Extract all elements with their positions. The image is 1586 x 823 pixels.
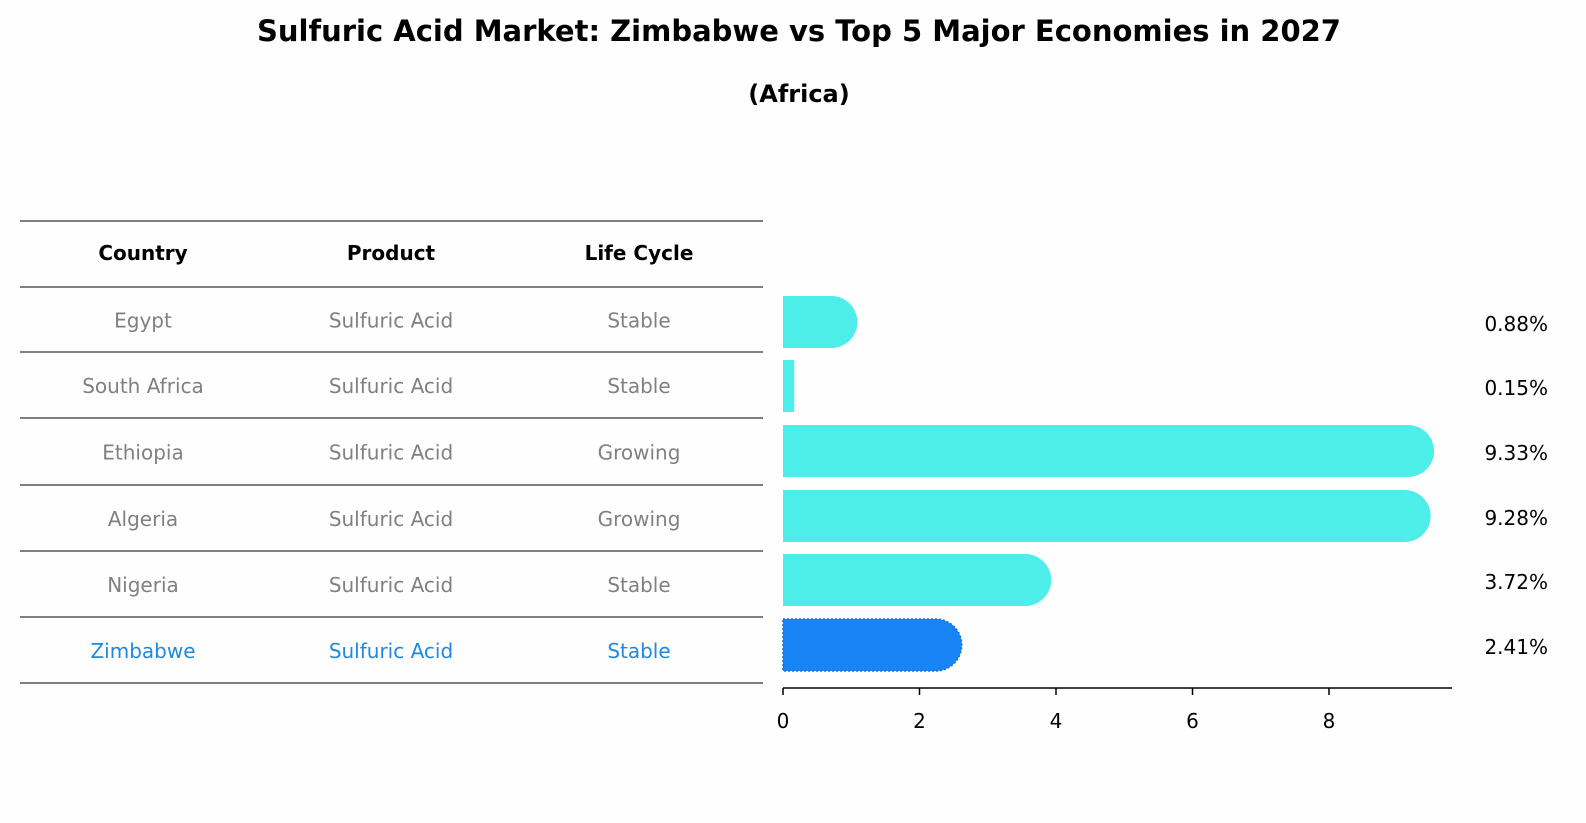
table-cell: Sulfuric Acid xyxy=(329,573,453,597)
bar-value-label: 9.33% xyxy=(1484,441,1548,465)
table-header: Product xyxy=(347,241,436,265)
table-cell: Sulfuric Acid xyxy=(329,374,453,398)
x-tick-label: 0 xyxy=(777,709,790,733)
bar xyxy=(782,618,963,672)
x-tick-label: 8 xyxy=(1323,709,1336,733)
table-cell: Stable xyxy=(607,309,670,333)
bar-value-label: 0.88% xyxy=(1484,312,1548,336)
bar xyxy=(783,360,795,412)
table-cell: Zimbabwe xyxy=(90,639,195,663)
table-cell: South Africa xyxy=(82,374,204,398)
table-cell: Nigeria xyxy=(107,573,179,597)
table-cell: Growing xyxy=(598,507,681,531)
chart-title: Sulfuric Acid Market: Zimbabwe vs Top 5 … xyxy=(257,14,1341,48)
bar-value-label: 3.72% xyxy=(1484,570,1548,594)
x-tick-label: 4 xyxy=(1050,709,1063,733)
table-cell: Stable xyxy=(607,639,670,663)
bar xyxy=(783,490,1431,542)
table-cell: Stable xyxy=(607,374,670,398)
table-cell: Sulfuric Acid xyxy=(329,507,453,531)
bar-value-label: 2.41% xyxy=(1484,635,1548,659)
table-cell: Sulfuric Acid xyxy=(329,309,453,333)
chart-subtitle: (Africa) xyxy=(748,80,850,108)
table-cell: Ethiopia xyxy=(102,441,183,465)
bar-value-label: 0.15% xyxy=(1484,376,1548,400)
x-tick-label: 6 xyxy=(1186,709,1199,733)
x-tick-label: 2 xyxy=(913,709,926,733)
table-cell: Sulfuric Acid xyxy=(329,639,453,663)
bar xyxy=(783,425,1435,477)
table-header: Life Cycle xyxy=(585,241,694,265)
bar xyxy=(783,554,1052,606)
table-cell: Algeria xyxy=(108,507,178,531)
bar xyxy=(783,296,858,348)
table-cell: Sulfuric Acid xyxy=(329,441,453,465)
table-header: Country xyxy=(98,241,187,265)
table-cell: Growing xyxy=(598,441,681,465)
table-cell: Stable xyxy=(607,573,670,597)
table-cell: Egypt xyxy=(114,309,172,333)
bar-value-label: 9.28% xyxy=(1484,506,1548,530)
